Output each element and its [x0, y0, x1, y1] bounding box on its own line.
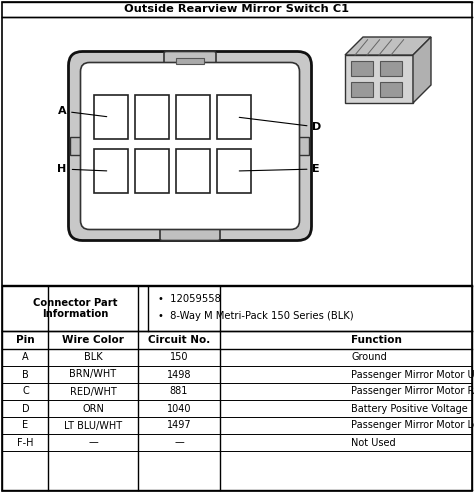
Text: 1498: 1498 — [167, 369, 191, 380]
Bar — [71, 137, 84, 155]
Bar — [136, 149, 170, 193]
FancyBboxPatch shape — [160, 224, 220, 241]
Text: ORN: ORN — [82, 403, 104, 414]
Text: —: — — [88, 437, 98, 448]
Text: BRN/WHT: BRN/WHT — [69, 369, 117, 380]
Text: •  8-Way M Metri-Pack 150 Series (BLK): • 8-Way M Metri-Pack 150 Series (BLK) — [158, 311, 354, 321]
Bar — [94, 149, 128, 193]
Bar — [94, 95, 128, 139]
Text: F-H: F-H — [17, 437, 34, 448]
Text: Pin: Pin — [16, 335, 35, 345]
Bar — [176, 58, 204, 64]
Text: 150: 150 — [170, 352, 188, 362]
Text: LT BLU/WHT: LT BLU/WHT — [64, 421, 122, 430]
Text: Wire Color: Wire Color — [62, 335, 124, 345]
Polygon shape — [413, 37, 431, 103]
Bar — [380, 82, 402, 97]
Text: Passenger Mirror Motor Right Control: Passenger Mirror Motor Right Control — [352, 387, 474, 396]
Text: Battery Positive Voltage: Battery Positive Voltage — [352, 403, 468, 414]
Text: BLK: BLK — [84, 352, 102, 362]
Text: A: A — [22, 352, 29, 362]
Bar — [295, 137, 310, 155]
Text: D: D — [239, 117, 322, 132]
Text: E: E — [22, 421, 28, 430]
Bar — [176, 149, 210, 193]
Text: H: H — [57, 164, 107, 174]
Text: E: E — [239, 164, 320, 174]
Bar — [351, 61, 373, 76]
Text: Not Used: Not Used — [352, 437, 396, 448]
Bar — [218, 149, 252, 193]
Text: Passenger Mirror Motor Left/Down Control: Passenger Mirror Motor Left/Down Control — [352, 421, 474, 430]
Bar — [136, 95, 170, 139]
Text: 1497: 1497 — [167, 421, 191, 430]
Text: B: B — [22, 369, 29, 380]
Text: C: C — [22, 387, 29, 396]
Text: —: — — [174, 437, 184, 448]
Bar — [176, 95, 210, 139]
Text: Ground: Ground — [352, 352, 387, 362]
Text: 881: 881 — [170, 387, 188, 396]
Text: 1040: 1040 — [167, 403, 191, 414]
Text: Circuit No.: Circuit No. — [148, 335, 210, 345]
FancyBboxPatch shape — [164, 51, 216, 70]
Bar — [218, 95, 252, 139]
Bar — [345, 55, 413, 103]
Polygon shape — [345, 37, 431, 55]
Text: D: D — [22, 403, 29, 414]
Text: Outside Rearview Mirror Switch C1: Outside Rearview Mirror Switch C1 — [125, 4, 349, 14]
Text: A: A — [57, 106, 107, 117]
Bar — [351, 82, 373, 97]
Text: •  12059558: • 12059558 — [158, 294, 221, 304]
Bar — [380, 61, 402, 76]
FancyBboxPatch shape — [69, 51, 311, 241]
Text: Function: Function — [352, 335, 402, 345]
FancyBboxPatch shape — [81, 63, 300, 230]
Text: RED/WHT: RED/WHT — [70, 387, 117, 396]
Text: Passenger Mirror Motor Up Control: Passenger Mirror Motor Up Control — [352, 369, 474, 380]
Text: Connector Part Information: Connector Part Information — [33, 298, 117, 319]
